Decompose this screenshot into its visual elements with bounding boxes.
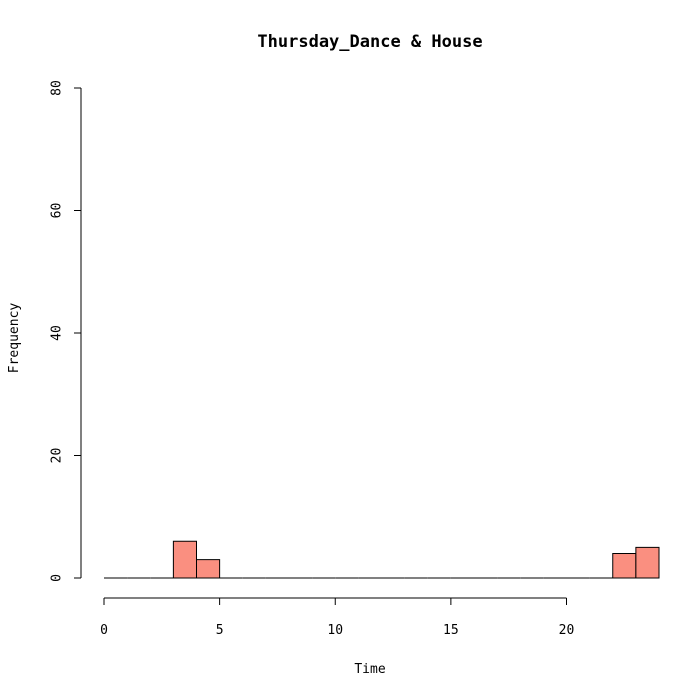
y-tick-label-40: 40 (50, 325, 65, 341)
y-tick-label-0: 0 (50, 574, 65, 582)
y-axis: 0 20 40 60 80 (50, 80, 82, 582)
histogram-bar-3-4 (172, 540, 197, 579)
x-tick-label-10: 10 (327, 623, 343, 638)
x-axis: 0 5 10 15 20 (100, 597, 575, 638)
chart-title: Thursday_Dance & House (257, 32, 482, 52)
x-axis-title: Time (354, 662, 385, 677)
y-tick-label-20: 20 (50, 448, 65, 464)
histogram-bar-4-5 (196, 559, 221, 579)
x-tick-label-20: 20 (559, 623, 575, 638)
x-tick-label-0: 0 (100, 623, 108, 638)
y-axis-title: Frequency (7, 303, 22, 374)
y-tick-label-80: 80 (50, 80, 65, 96)
y-tick-label-60: 60 (50, 203, 65, 219)
x-tick-label-5: 5 (216, 623, 224, 638)
histogram-bar-22-23 (612, 553, 637, 579)
histogram-bar-23-24 (635, 546, 660, 579)
x-tick-label-15: 15 (443, 623, 459, 638)
bars-group (104, 540, 660, 579)
